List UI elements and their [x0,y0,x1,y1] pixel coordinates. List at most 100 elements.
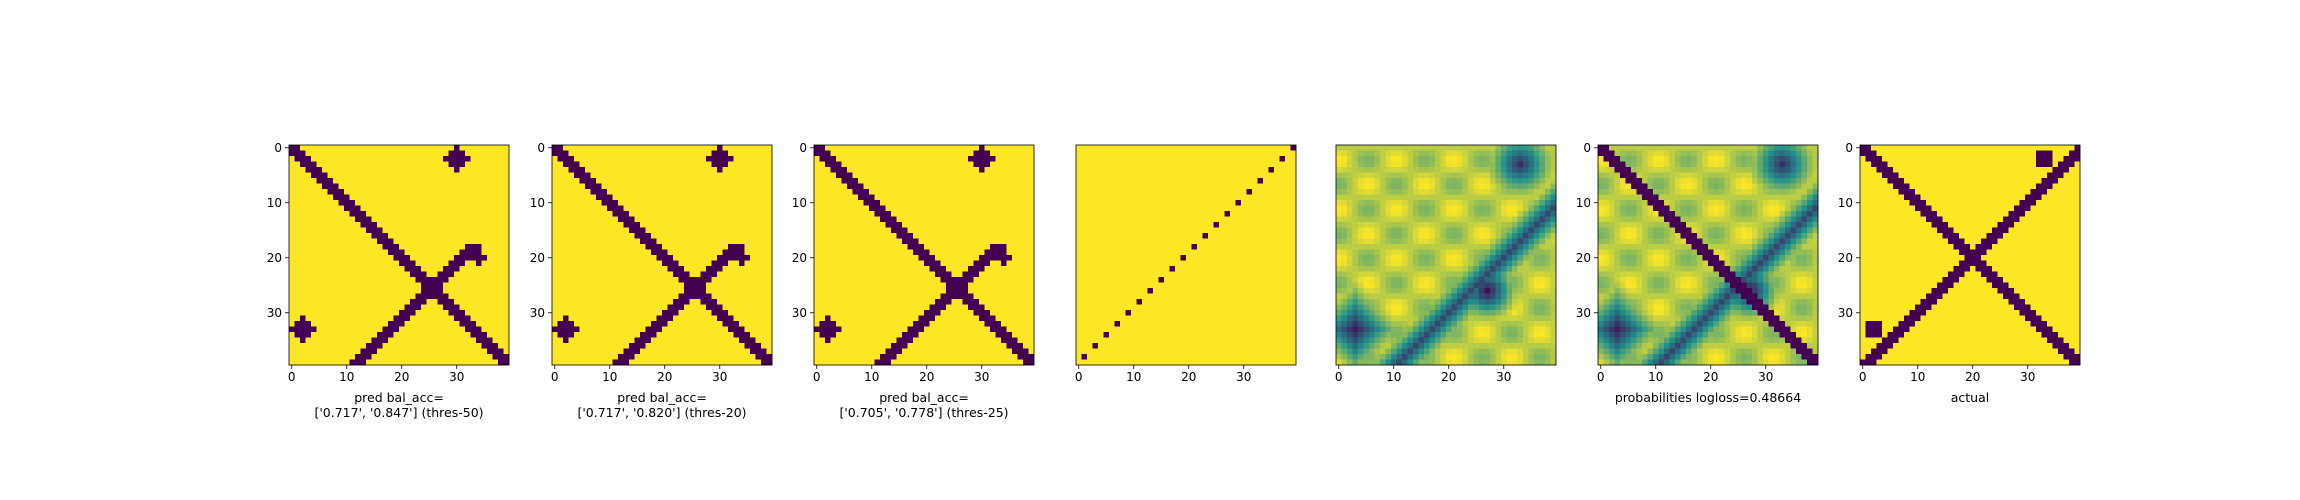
heatmap-cell [711,189,718,195]
heatmap-cell [366,161,372,168]
heatmap-cell [766,189,773,195]
heatmap-cell [1235,150,1242,157]
heatmap-cell [1268,145,1275,151]
heatmap-cell [305,211,312,217]
heatmap-cell [289,194,295,201]
heatmap-cell [448,145,455,151]
heatmap-cell [891,156,897,162]
heatmap-cell [612,178,619,184]
heatmap-cell [830,161,837,168]
heatmap-cell [940,233,947,239]
heatmap-cell [946,205,952,212]
heatmap-cell [360,244,367,250]
heatmap-cell [568,332,575,338]
heatmap-cell [421,183,427,190]
heatmap-cell [662,233,668,239]
heatmap-cell [973,332,980,338]
heatmap-cell [814,337,820,344]
heatmap-cell [568,211,575,217]
heatmap-cell [940,150,947,157]
heatmap-cell [739,282,745,289]
heatmap-cell [973,216,980,223]
heatmap-cell [596,183,602,190]
heatmap-cell [432,304,438,311]
heatmap-cell [968,205,974,212]
heatmap-cell [481,156,488,162]
heatmap-cell [426,255,433,261]
heatmap-cell [728,222,734,228]
heatmap-cell [492,326,499,333]
heatmap-cell [733,315,740,322]
heatmap-cell [360,222,367,228]
heatmap-cell [940,244,947,250]
heatmap-cell [552,343,558,349]
heatmap-cell [885,266,892,272]
heatmap-cell [404,277,411,283]
heatmap-cell [1235,156,1242,162]
heatmap-cell [995,238,1002,245]
heatmap-cell [984,244,991,250]
heatmap-cell [852,233,859,239]
heatmap-cell [634,337,641,344]
heatmap-cell [338,332,345,338]
heatmap-cell [612,145,619,151]
heatmap-cell [585,299,591,305]
heatmap-cell [722,354,729,360]
heatmap-cell [935,299,941,305]
heatmap-cell [863,238,870,245]
heatmap-cell [951,343,958,349]
heatmap-cell [585,150,591,157]
heatmap-cell [448,337,455,344]
heatmap-cell [552,255,558,261]
heatmap-cell [393,183,400,190]
heatmap-cell [300,293,306,300]
heatmap-cell [852,359,859,366]
heatmap-cell [946,249,952,256]
heatmap-cell [651,178,657,184]
heatmap-cell [415,172,422,179]
heatmap-cell [918,150,925,157]
heatmap-cell [437,216,444,223]
heatmap-cell [590,161,597,168]
heatmap-cell [830,150,837,157]
heatmap-cell [437,277,444,283]
heatmap-cell [755,161,762,168]
heatmap-cell [880,315,886,322]
heatmap-cell [355,359,361,366]
heatmap-cell [410,343,416,349]
heatmap-cell [415,249,422,256]
heatmap-cell [322,189,328,195]
heatmap-cell [590,348,597,355]
heatmap-cell [673,178,679,184]
heatmap-cell [880,167,886,173]
heatmap-cell [470,150,477,157]
heatmap-cell [349,189,356,195]
heatmap-cell [990,332,996,338]
heatmap-cell [1028,282,1035,289]
heatmap-cell [459,310,466,316]
heatmap-cell [481,194,488,201]
heatmap-cell [825,161,831,168]
heatmap-cell [984,145,991,151]
heatmap-cell [907,178,914,184]
heatmap-cell [634,332,641,338]
heatmap-cell [874,304,881,311]
heatmap-cell [1120,150,1126,157]
heatmap-cell [563,200,569,206]
heatmap-cell [623,354,630,360]
heatmap-cell [360,304,367,311]
heatmap-cell [481,337,488,344]
heatmap-cell [700,227,707,234]
heatmap-cell [847,310,853,316]
heatmap-cell [973,150,980,157]
heatmap-cell [700,216,707,223]
heatmap-cell [744,211,751,217]
heatmap-cell [410,293,416,300]
heatmap-cell [1246,156,1253,162]
heatmap-cell [896,205,903,212]
heatmap-cell [995,343,1002,349]
heatmap-cell [612,266,619,272]
heatmap-cell [858,359,864,366]
heatmap-cell [333,266,339,272]
heatmap-cell [476,255,482,261]
